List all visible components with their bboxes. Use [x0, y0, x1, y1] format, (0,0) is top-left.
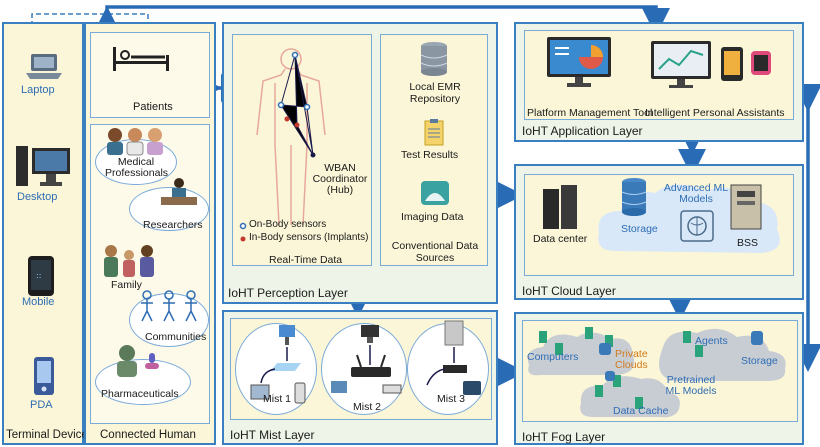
- application-inner: Platform Management Tool Intelligent Per…: [524, 30, 794, 120]
- patients-label: Patients: [133, 101, 173, 113]
- svg-text:::: ::: [36, 271, 41, 280]
- mist-1-label: Mist 1: [263, 393, 292, 405]
- connected-human-title: Connected Human: [100, 429, 196, 441]
- cloud-layer: Data center Storage Advanced ML Models B…: [514, 164, 804, 300]
- wban-coordinator-label: WBAN Coordinator (Hub): [312, 162, 368, 196]
- advanced-ml-label: Advanced ML Models: [663, 182, 729, 205]
- group-label-family: Family: [111, 279, 142, 291]
- bss-server-icon: [730, 184, 762, 230]
- group-label-researchers: Researchers: [143, 219, 203, 231]
- platform-tool-label: Platform Management Tool: [527, 107, 653, 119]
- fog-pretrained-label: Pretrained ML Models: [665, 374, 717, 397]
- desktop-icon: [16, 146, 70, 186]
- imaging-data-label: Imaging Data: [401, 211, 464, 223]
- personal-assistants-icon: [651, 41, 771, 88]
- pharmaceuticals-ellipse: [95, 359, 191, 405]
- fog-layer-title: IoHT Fog Layer: [522, 430, 606, 444]
- device-label-pda: PDA: [30, 399, 53, 411]
- fog-computers-label: Computers: [527, 351, 579, 363]
- emr-label: Local EMR Repository: [409, 81, 461, 105]
- mobile-icon: ::: [28, 256, 54, 296]
- data-center-label: Data center: [533, 233, 588, 245]
- perception-layer-title: IoHT Perception Layer: [228, 286, 348, 300]
- mist-inner: Mist 1 Mist 2 Mist 3: [230, 318, 492, 420]
- terminal-devices-panel: Laptop Desktop :: Mobile PDA Terminal De…: [2, 22, 94, 445]
- application-layer-title: IoHT Application Layer: [522, 124, 643, 138]
- legend-in-body: In-Body sensors (Implants): [249, 232, 369, 243]
- storage-icon: [621, 178, 647, 216]
- mist-layer: Mist 1 Mist 2 Mist 3 IoHT Mist Layer: [222, 310, 498, 445]
- patients-box: Patients: [90, 32, 210, 118]
- fog-data-cache-label: Data Cache: [613, 405, 669, 417]
- bss-label: BSS: [737, 237, 759, 249]
- pharmaceuticals-icon: [117, 345, 159, 377]
- platform-tool-icon: [547, 37, 611, 87]
- medical-professionals-icon: [107, 128, 163, 156]
- emr-database-icon: [420, 42, 448, 76]
- mist-1-devices-icon: [250, 325, 306, 404]
- fog-inner: Computers Private Clouds Agents Storage …: [522, 320, 798, 422]
- researchers-ellipse: [129, 187, 209, 231]
- communities-icon: [141, 290, 197, 322]
- researchers-icon: [161, 178, 197, 205]
- terminal-devices-title: Terminal Devices: [6, 429, 94, 441]
- device-label-laptop: Laptop: [21, 84, 55, 96]
- in-body-legend-icon: [240, 236, 246, 242]
- fog-cloud-shapes: [527, 327, 786, 418]
- groups-box: Medical Professionals Researchers Family…: [90, 124, 210, 424]
- application-layer: Platform Management Tool Intelligent Per…: [514, 22, 804, 142]
- group-label-communities: Communities: [145, 331, 207, 343]
- legend-on-body: On-Body sensors: [249, 219, 327, 230]
- personal-assistants-label: Intelligent Personal Assistants: [645, 107, 785, 119]
- device-label-desktop: Desktop: [17, 191, 58, 203]
- fog-agents-label: Agents: [695, 335, 728, 347]
- fog-layer: Computers Private Clouds Agents Storage …: [514, 312, 804, 445]
- family-icon: [104, 245, 154, 277]
- storage-label: Storage: [621, 223, 658, 235]
- mist-layer-title: IoHT Mist Layer: [230, 428, 315, 442]
- data-center-icon: [543, 185, 577, 229]
- realtime-box: WBAN Coordinator (Hub) On-Body sensors I…: [232, 34, 372, 266]
- cloud-inner: Data center Storage Advanced ML Models B…: [524, 174, 794, 276]
- conventional-label: Conventional Data Sources: [391, 240, 479, 264]
- connected-human-panel: Patients Medical Professionals Researche…: [84, 22, 216, 445]
- perception-layer: WBAN Coordinator (Hub) On-Body sensors I…: [222, 22, 498, 304]
- body-sensor-network-icon: [256, 48, 326, 226]
- on-body-legend-icon: [239, 222, 247, 230]
- mist-3-devices-icon: [426, 320, 481, 395]
- test-results-icon: [424, 119, 444, 146]
- mist-2-label: Mist 2: [353, 401, 382, 413]
- group-label-pharmaceuticals: Pharmaceuticals: [101, 388, 179, 400]
- patient-bed-icon: [113, 47, 169, 71]
- group-label-medical: Medical Professionals: [105, 156, 169, 179]
- mist-3-label: Mist 3: [437, 393, 466, 405]
- conventional-box: Local EMR Repository Test Results Imagin…: [380, 34, 488, 266]
- imaging-data-icon: [421, 181, 449, 205]
- test-results-label: Test Results: [401, 149, 459, 161]
- fog-private-clouds-label: Private Clouds: [615, 348, 648, 371]
- fog-storage-label: Storage: [741, 355, 778, 367]
- device-label-mobile: Mobile: [22, 296, 55, 308]
- cloud-layer-title: IoHT Cloud Layer: [522, 284, 616, 298]
- laptop-icon: [26, 54, 62, 79]
- realtime-label: Real-Time Data: [269, 254, 343, 266]
- pda-icon: [34, 357, 54, 395]
- mist-2-devices-icon: [331, 325, 402, 394]
- ml-brain-icon: [680, 210, 714, 242]
